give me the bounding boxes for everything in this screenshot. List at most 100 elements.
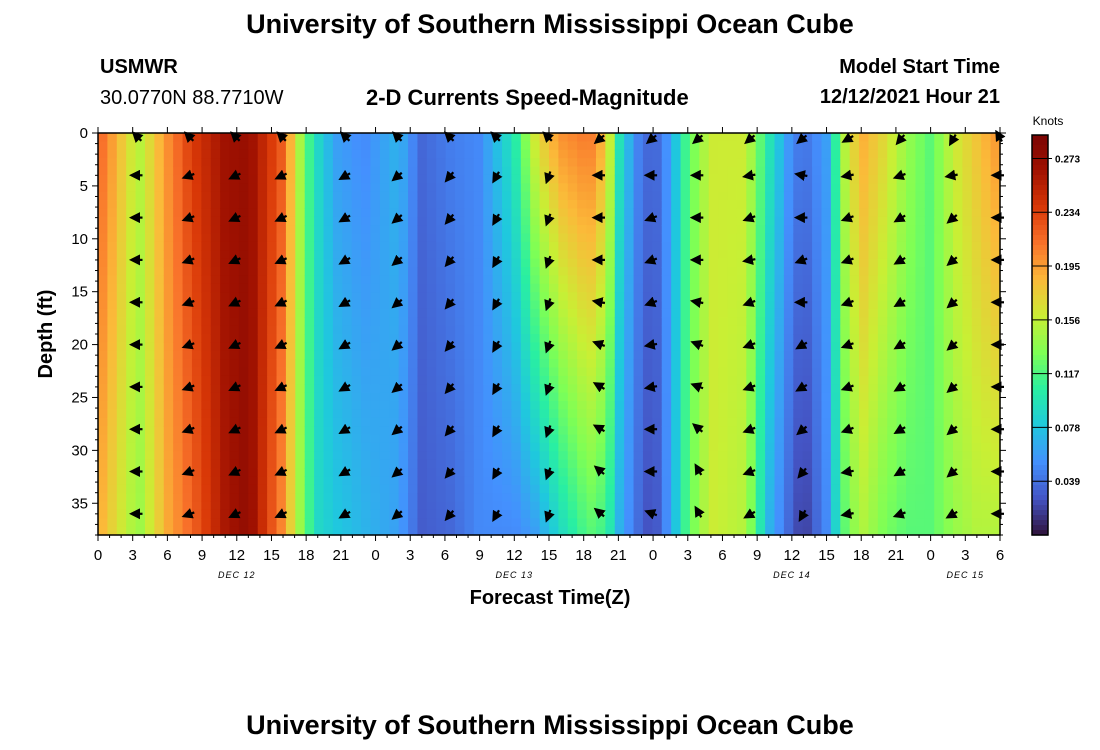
heatmap-cell <box>887 258 898 268</box>
heatmap-cell <box>736 250 747 260</box>
heatmap-cell <box>398 241 409 251</box>
heatmap-cell <box>342 493 353 503</box>
heatmap-cell <box>191 334 202 343</box>
heatmap-cell <box>783 166 794 176</box>
heatmap-cell <box>314 166 325 176</box>
heatmap-cell <box>962 183 973 193</box>
model-start-label: Model Start Time <box>839 56 1000 78</box>
heatmap-cell <box>614 518 625 528</box>
heatmap-cell <box>295 149 306 159</box>
heatmap-cell <box>342 459 353 469</box>
heatmap-cell <box>473 258 484 268</box>
heatmap-cell <box>398 451 409 461</box>
heatmap-cell <box>201 225 212 235</box>
heatmap-cell <box>238 367 249 377</box>
heatmap-cell <box>107 216 118 226</box>
heatmap-cell <box>755 501 766 511</box>
heatmap-cell <box>727 283 738 293</box>
heatmap-cell <box>389 200 400 209</box>
heatmap-cell <box>257 308 268 318</box>
heatmap-cell <box>182 392 193 402</box>
vector-shaft <box>544 298 555 312</box>
heatmap-cell <box>652 493 663 503</box>
heatmap-cell <box>539 392 550 402</box>
heatmap-cell <box>323 426 334 436</box>
heatmap-cell <box>971 518 982 528</box>
heatmap-cell <box>783 476 794 486</box>
heatmap-cell <box>201 459 212 469</box>
heatmap-cell <box>304 392 315 402</box>
heatmap-cell <box>699 225 710 235</box>
heatmap-cell <box>558 300 569 310</box>
heatmap-cell <box>191 258 202 268</box>
heatmap-cell <box>173 409 184 419</box>
heatmap-cell <box>238 434 249 444</box>
heatmap-cell <box>699 426 710 436</box>
heatmap-cell <box>332 518 343 528</box>
heatmap-cell <box>783 258 794 268</box>
heatmap-cell <box>567 359 578 369</box>
heatmap-cell <box>370 476 381 486</box>
heatmap-cell <box>257 208 268 218</box>
heatmap-cell <box>107 300 118 310</box>
vector-shaft <box>592 424 606 435</box>
heatmap-cell <box>351 233 362 243</box>
current-vector <box>444 339 456 352</box>
heatmap-cell <box>210 166 221 176</box>
heatmap-cell <box>755 484 766 494</box>
heatmap-cell <box>295 392 306 402</box>
heatmap-cell <box>126 401 137 410</box>
heatmap-cell <box>718 342 729 352</box>
vector-shaft <box>183 131 196 143</box>
heatmap-cell <box>906 468 917 477</box>
heatmap-cell <box>314 283 325 293</box>
heatmap-cell <box>238 342 249 352</box>
heatmap-cell <box>981 216 992 226</box>
heatmap-cell <box>605 401 616 410</box>
heatmap-cell <box>295 174 306 184</box>
heatmap-cell <box>614 183 625 193</box>
heatmap-cell <box>304 258 315 268</box>
heatmap-cell <box>304 334 315 343</box>
heatmap-cell <box>248 200 259 209</box>
heatmap-cell <box>577 208 588 218</box>
heatmap-cell <box>812 174 823 184</box>
heatmap-cell <box>98 476 108 486</box>
heatmap-cell <box>614 451 625 461</box>
heatmap-cell <box>455 442 466 452</box>
heatmap-cell <box>389 459 400 469</box>
heatmap-cell <box>520 350 531 360</box>
heatmap-cell <box>126 442 137 452</box>
heatmap-cell <box>408 384 419 394</box>
vector-shaft <box>946 339 959 351</box>
heatmap-cell <box>473 216 484 226</box>
heatmap-cell <box>981 292 992 302</box>
heatmap-cell <box>906 426 917 436</box>
heatmap-cell <box>558 459 569 469</box>
heatmap-cell <box>229 183 240 193</box>
heatmap-cell <box>107 451 118 461</box>
heatmap-cell <box>483 434 494 444</box>
heatmap-cell <box>238 384 249 394</box>
heatmap-cell <box>304 342 315 352</box>
heatmap-cell <box>718 401 729 410</box>
vector-shaft <box>181 508 195 519</box>
vector-shaft <box>893 465 906 477</box>
heatmap-cell <box>502 158 513 168</box>
heatmap-cell <box>586 401 597 410</box>
heatmap-cell <box>210 484 221 494</box>
heatmap-cell <box>417 334 428 343</box>
heatmap-cell <box>98 417 108 427</box>
heatmap-cell <box>953 149 964 159</box>
heatmap-cell <box>285 468 296 477</box>
heatmap-cell <box>840 459 851 469</box>
current-vector <box>274 296 288 307</box>
heatmap-cell <box>783 283 794 293</box>
heatmap-cell <box>539 308 550 318</box>
heatmap-cell <box>708 375 719 385</box>
heatmap-cell <box>98 300 108 310</box>
heatmap-cell <box>718 133 729 142</box>
heatmap-cell <box>408 501 419 511</box>
heatmap-cell <box>342 292 353 302</box>
heatmap-cell <box>351 275 362 285</box>
